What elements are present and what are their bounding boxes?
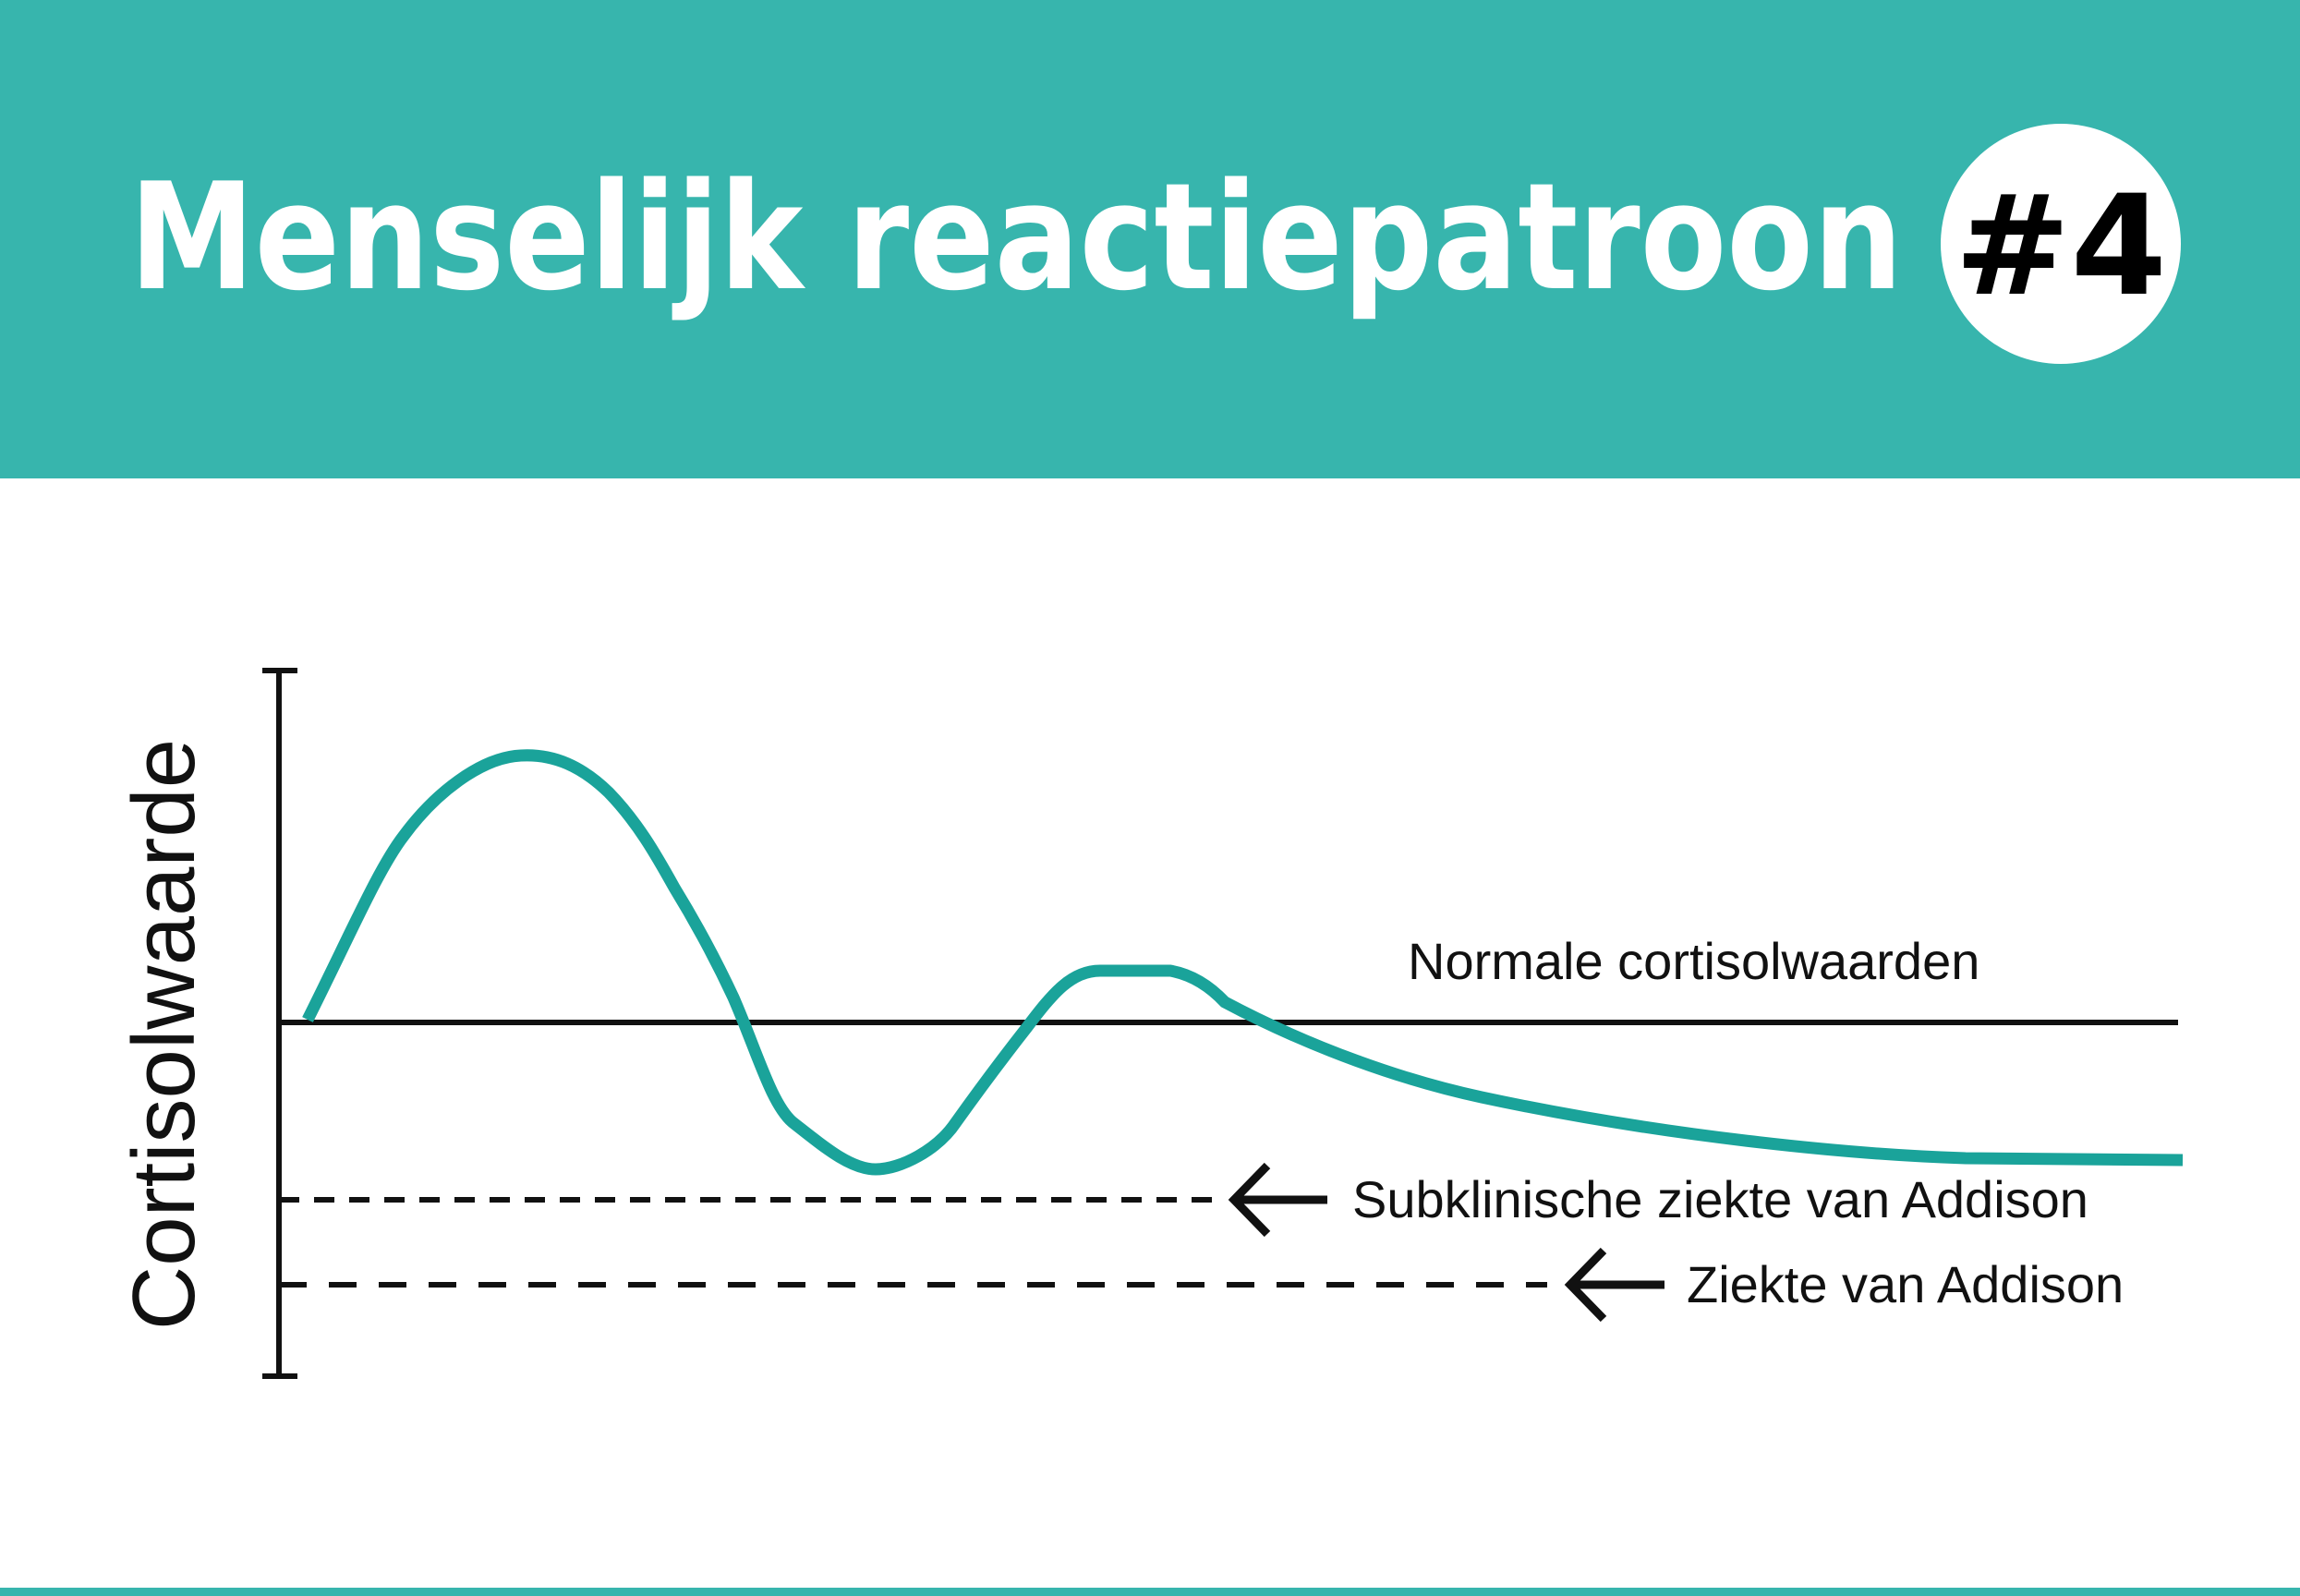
badge: #4 bbox=[1955, 166, 2167, 327]
title: Menselijk reactiepatroon bbox=[129, 151, 1903, 323]
arrow bbox=[1564, 1247, 1664, 1323]
reference-label: Normale cortisolwaarden bbox=[1408, 932, 1979, 990]
header-band bbox=[0, 0, 2300, 478]
reference-label: Ziekte van Addison bbox=[1687, 1255, 2124, 1313]
reference-label: Subklinische ziekte van Addison bbox=[1352, 1170, 2088, 1228]
arrow bbox=[1228, 1162, 1327, 1238]
footer-band bbox=[0, 1588, 2300, 1596]
badge-circle bbox=[1941, 124, 2181, 364]
cortisol-curve bbox=[302, 749, 2184, 1176]
y-axis-label: Cortisolwaarde bbox=[115, 739, 213, 1330]
